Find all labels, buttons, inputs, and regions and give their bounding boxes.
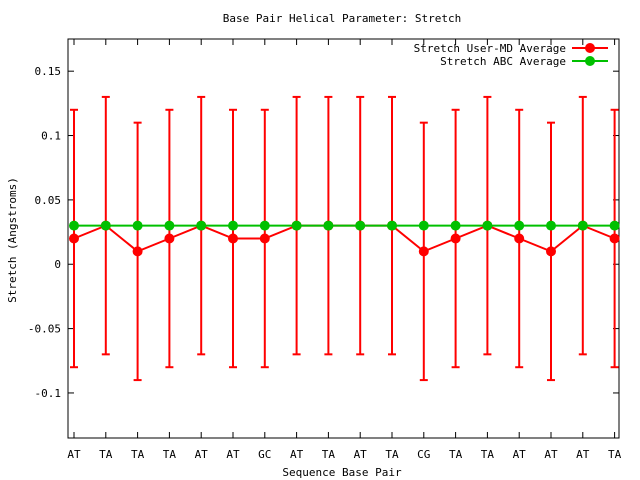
x-tick-label: TA [449, 448, 463, 461]
data-point [546, 220, 556, 231]
data-point [323, 220, 334, 231]
data-point [514, 220, 525, 231]
x-tick-label: TA [131, 448, 145, 461]
chart-title: Base Pair Helical Parameter: Stretch [223, 12, 461, 25]
data-point [100, 220, 111, 231]
data-point [450, 233, 461, 244]
data-point [514, 233, 525, 244]
series-layer [69, 95, 620, 382]
data-point [259, 233, 270, 244]
series-abc [69, 220, 620, 231]
y-tick-label: -0.05 [28, 323, 61, 336]
x-tick-label: AT [544, 448, 558, 461]
series-user-md [69, 95, 620, 382]
data-point [609, 233, 620, 244]
x-tick-label: GC [258, 448, 271, 461]
x-tick-label: AT [290, 448, 304, 461]
legend-marker [585, 43, 595, 53]
tick-marks: 0.15 0.1 0.05 0 -0.05 -0.1 AT TA TA TA AT AT GC AT TA A… [28, 39, 622, 461]
data-point [482, 220, 493, 231]
x-tick-label: TA [163, 448, 177, 461]
data-point [546, 246, 556, 257]
y-tick-label: 0.1 [41, 130, 61, 143]
plot-frame [67, 38, 620, 439]
data-point [69, 220, 79, 231]
x-tick-label: TA [481, 448, 495, 461]
data-point [291, 220, 302, 231]
data-point [259, 220, 270, 231]
series-line-user-md [73, 224, 615, 253]
legend-label: Stretch User-MD Average [414, 42, 566, 55]
legend-marker [585, 56, 595, 66]
data-point [228, 220, 238, 231]
y-tick-label: 0 [54, 258, 61, 271]
data-point [609, 220, 620, 231]
y-tick-label: -0.1 [35, 387, 62, 400]
data-point [355, 220, 366, 231]
data-point [196, 220, 207, 231]
data-point [164, 233, 175, 244]
data-point [577, 220, 588, 231]
y-tick-label: 0.05 [35, 194, 62, 207]
x-tick-label: AT [226, 448, 240, 461]
x-tick-label: AT [67, 448, 81, 461]
x-tick-label: CG [417, 448, 430, 461]
x-tick-label: AT [576, 448, 590, 461]
data-point [418, 246, 429, 257]
data-point [132, 246, 143, 257]
data-point [69, 233, 79, 244]
x-tick-label: AT [513, 448, 527, 461]
data-point [164, 220, 175, 231]
data-point [387, 220, 397, 231]
y-axis-label: Stretch (Angstroms) [6, 177, 19, 303]
x-tick-label: TA [608, 448, 622, 461]
data-point [418, 220, 429, 231]
data-point [450, 220, 461, 231]
y-tick-label: 0.15 [35, 65, 62, 78]
x-tick-label: TA [385, 448, 399, 461]
x-tick-label: TA [99, 448, 113, 461]
axes [67, 38, 620, 439]
data-point [228, 233, 238, 244]
x-tick-label: AT [354, 448, 368, 461]
x-axis-label: Sequence Base Pair [282, 466, 402, 479]
legend-label: Stretch ABC Average [440, 55, 566, 68]
x-tick-label: TA [322, 448, 336, 461]
x-tick-label: AT [195, 448, 209, 461]
data-point [132, 220, 143, 231]
